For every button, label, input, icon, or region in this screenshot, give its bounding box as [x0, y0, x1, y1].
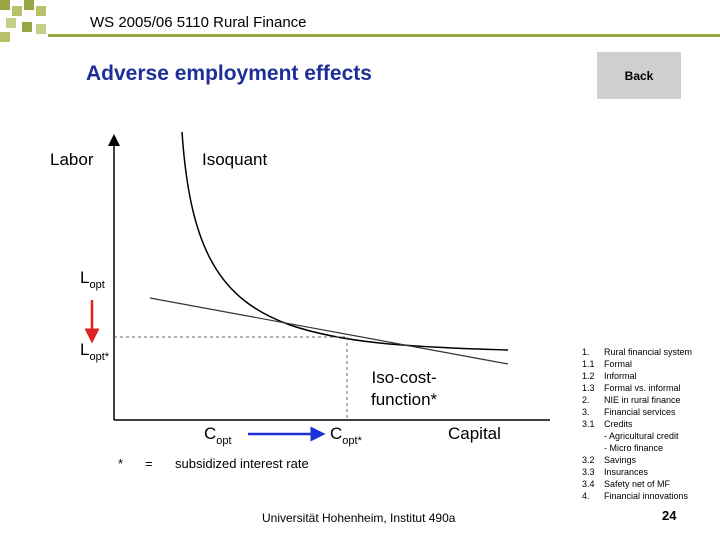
l-opt-star-label: Lopt* [80, 340, 110, 363]
toc-item[interactable]: 3.4 Safety net of MF [582, 479, 671, 489]
isoquant-label: Isoquant [202, 150, 268, 169]
header-divider [48, 34, 720, 37]
iso-cost-line [149, 297, 509, 365]
c-opt-star-label: Copt* [330, 424, 362, 447]
back-button[interactable]: Back [597, 52, 681, 99]
toc-item[interactable]: 4. Financial innovations [582, 491, 689, 501]
slide-title: Adverse employment effects [86, 62, 372, 85]
toc-item[interactable]: 1. Rural financial system [582, 347, 693, 357]
x-axis-label: Capital [448, 424, 501, 443]
toc-item[interactable]: 1.3 Formal vs. informal [582, 383, 681, 393]
course-header: WS 2005/06 5110 Rural Finance [90, 14, 307, 31]
page-number: 24 [662, 508, 677, 523]
footer-institute: Universität Hohenheim, Institut 490a [262, 511, 456, 525]
iso-cost-label: Iso-cost-function* [371, 368, 438, 409]
c-opt-label: Copt [204, 424, 232, 447]
l-opt-label: Lopt [80, 268, 105, 291]
note-equals: = [145, 456, 153, 471]
toc-item[interactable]: 1.2 Informal [582, 371, 637, 381]
toc-item[interactable]: 3.1 Credits [582, 419, 633, 429]
toc-item[interactable]: - Micro finance [604, 443, 664, 453]
toc-item[interactable]: 3. Financial services [582, 407, 676, 417]
note-text: subsidized interest rate [175, 456, 309, 471]
toc-item[interactable]: 2. NIE in rural finance [582, 395, 681, 405]
toc-list: 1. Rural financial system 1.1 Formal 1.2 In… [582, 346, 692, 502]
isoquant-curve [181, 131, 509, 351]
y-axis-label: Labor [50, 150, 94, 169]
toc-item[interactable]: 3.2 Savings [582, 455, 637, 465]
toc-item[interactable]: 3.3 Insurances [582, 467, 649, 477]
note-star: * [118, 456, 124, 471]
toc-item[interactable]: - Agricultural credit [604, 431, 679, 441]
toc-item[interactable]: 1.1 Formal [582, 359, 633, 369]
squares-logo [0, 0, 46, 42]
